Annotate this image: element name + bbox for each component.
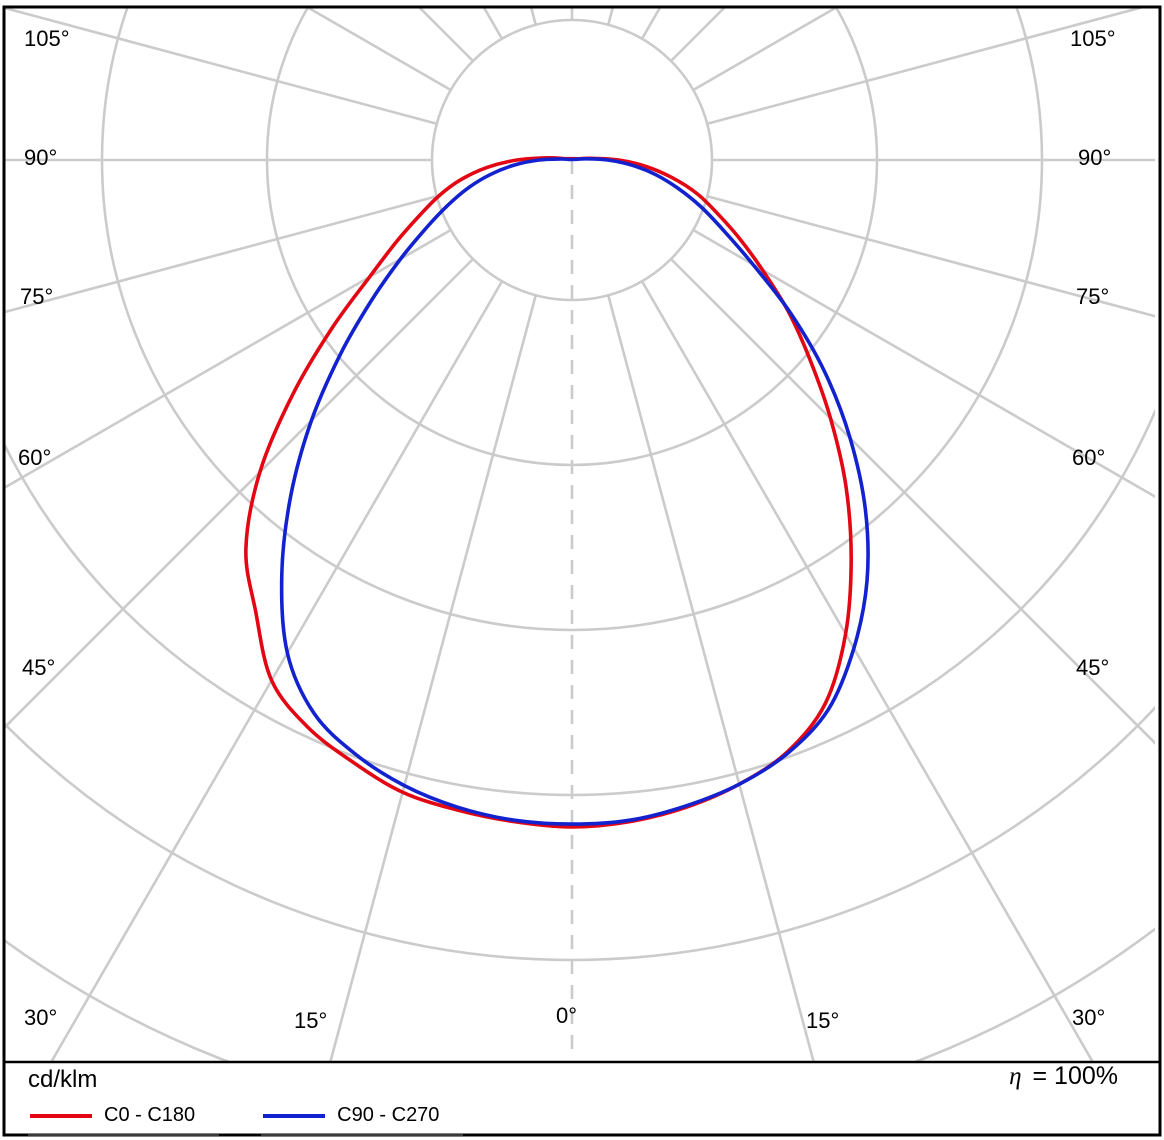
grid-spoke — [5, 194, 438, 314]
angle-tick-label: 30° — [24, 1005, 58, 1030]
angle-tick-label: 15° — [806, 1008, 840, 1033]
chart-border — [2, 5, 1162, 1137]
grid-spoke — [606, 294, 815, 1061]
legend-label: C90 - C270 — [337, 1104, 440, 1126]
angle-tick-label: 45° — [1076, 655, 1110, 680]
angle-tick-label: 105° — [1070, 26, 1116, 51]
grid-spoke — [640, 280, 1094, 1061]
angle-tick-label: 0° — [556, 1003, 578, 1028]
eta-value: = 100% — [1025, 1062, 1119, 1090]
legend: C0 - C180 C90 - C270 — [28, 1102, 464, 1136]
angle-tick-label: 60° — [1072, 445, 1106, 470]
efficiency-label: η = 100% — [1009, 1062, 1118, 1091]
grid-spoke — [670, 258, 1155, 745]
grid-ring — [5, 705, 1155, 962]
grid-spoke — [5, 228, 452, 489]
grid-spoke — [706, 8, 1145, 126]
curve-c90-c270 — [279, 156, 870, 826]
angle-tick-label: 60° — [18, 445, 52, 470]
legend-item: C0 - C180 — [28, 1102, 220, 1136]
grid-spoke — [692, 228, 1155, 499]
grid-spoke — [418, 8, 474, 62]
grid-ring — [5, 407, 1155, 797]
legend-item: C90 - C270 — [261, 1102, 464, 1136]
grid-spoke — [50, 280, 504, 1061]
angle-tick-label: 15° — [294, 1008, 328, 1033]
angle-tick-label: 75° — [20, 284, 54, 309]
angle-tick-label: 90° — [1078, 145, 1112, 170]
legend-color-line — [263, 1113, 326, 1118]
angle-tick-label: 75° — [1076, 284, 1110, 309]
grid-spoke — [5, 258, 474, 729]
legend-label: C0 - C180 — [104, 1104, 196, 1126]
curve-c0-c180 — [244, 155, 853, 829]
units-label: cd/klm — [28, 1066, 98, 1093]
angle-tick-label: 105° — [24, 26, 70, 51]
legend-color-line — [30, 1113, 92, 1118]
angle-tick-label: 30° — [1072, 1005, 1106, 1030]
angle-tick-label: 90° — [24, 145, 58, 170]
grid-spoke — [706, 194, 1155, 318]
grid-spoke — [329, 294, 538, 1061]
angle-tick-label: 45° — [22, 655, 56, 680]
grid-spoke — [5, 8, 438, 126]
eta-symbol: η — [1009, 1063, 1022, 1090]
